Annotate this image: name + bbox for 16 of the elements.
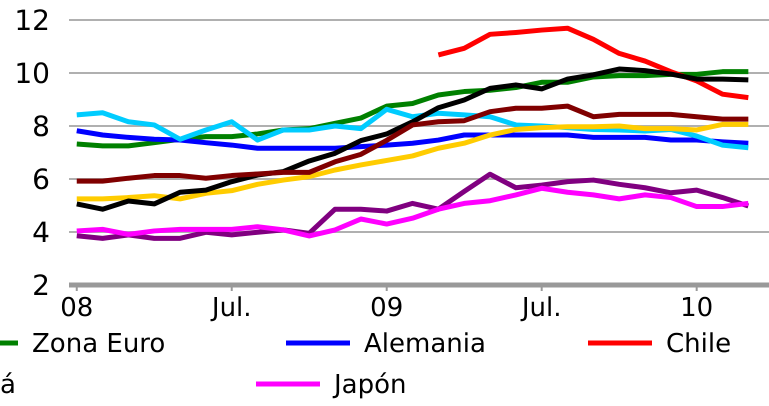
x-tick-label: Jul. [520,293,562,323]
y-tick-label: 8 [32,110,50,144]
legend-label: Alemania [364,329,486,359]
legend-label: Japón [332,370,406,400]
y-tick-label: 10 [14,57,50,90]
y-tick-label: 2 [32,269,50,302]
x-tick-label: 08 [60,293,94,323]
y-tick-label: 12 [14,4,50,38]
legend-label: Zona Euro [32,329,166,359]
y-tick-label: 6 [32,163,50,196]
legend-label: Chile [666,329,732,359]
x-tick-label: 09 [370,293,404,323]
y-tick-label: 4 [32,216,50,250]
x-tick-label: 10 [680,293,714,323]
text: á [0,370,16,400]
x-tick-label: Jul. [210,293,252,323]
